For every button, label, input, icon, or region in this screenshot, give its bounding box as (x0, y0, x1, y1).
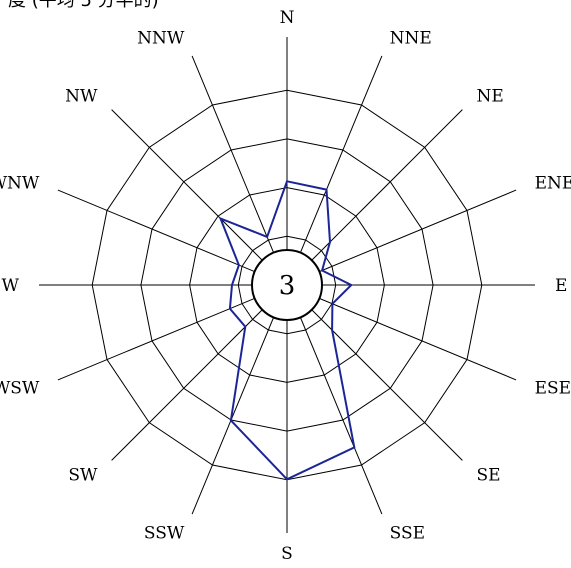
grid-spokes (39, 37, 535, 533)
spoke-se (286, 284, 463, 461)
series-layer (218, 180, 356, 481)
direction-label-nne: NNE (390, 28, 432, 48)
data-point-e (350, 284, 353, 286)
data-point-wsw (229, 307, 231, 310)
data-point-nnw (266, 236, 268, 238)
spoke-sw (111, 284, 288, 461)
data-point-sse (353, 446, 356, 449)
spoke-sse (286, 284, 383, 515)
data-point-ne (329, 241, 331, 243)
direction-label-ne: NE (477, 87, 504, 107)
direction-label-wsw: WSW (0, 379, 40, 399)
direction-label-se: SE (477, 466, 501, 486)
direction-labels: N NNE NE ENE E ESE SE SSE S SSW SW WSW W WNW NW NNW (0, 8, 571, 564)
data-point-w (231, 284, 233, 286)
direction-label-ene: ENE (535, 173, 571, 193)
direction-label-w: W (2, 276, 20, 296)
data-point-ese (331, 303, 334, 305)
direction-label-nw: NW (65, 87, 98, 107)
spoke-ssw (191, 284, 288, 515)
direction-label-ssw: SSW (144, 524, 185, 544)
center-value: 3 (279, 271, 296, 301)
direction-label-wnw: WNW (0, 173, 40, 193)
direction-label-sse: SSE (390, 524, 425, 544)
data-point-wnw (238, 264, 240, 266)
direction-label-e: E (555, 276, 567, 296)
spoke-ne (286, 109, 463, 286)
direction-label-nnw: NNW (137, 28, 185, 48)
data-point-nne (325, 188, 328, 191)
spoke-nne (286, 55, 383, 286)
spoke-ene (286, 189, 517, 286)
data-point-ssw (230, 419, 232, 422)
data-point-s (286, 478, 288, 481)
data-point-se (331, 329, 333, 331)
center-calm-circle: 3 (251, 249, 323, 321)
spoke-wsw (57, 284, 288, 381)
data-point-n (286, 180, 288, 183)
spoke-nw (111, 109, 288, 286)
data-point-sw (244, 325, 247, 328)
spoke-wnw (57, 189, 288, 286)
spoke-ese (286, 284, 517, 381)
direction-label-sw: SW (68, 466, 98, 486)
direction-label-s: S (281, 544, 293, 564)
chart-title: 度 (平均 5 分半的) (8, 0, 159, 11)
direction-label-ese: ESE (535, 379, 571, 399)
center-circle (251, 249, 323, 321)
data-point-nw (219, 217, 222, 220)
data-point-ene (321, 269, 323, 272)
direction-label-n: N (280, 8, 295, 28)
spoke-nnw (191, 55, 288, 286)
